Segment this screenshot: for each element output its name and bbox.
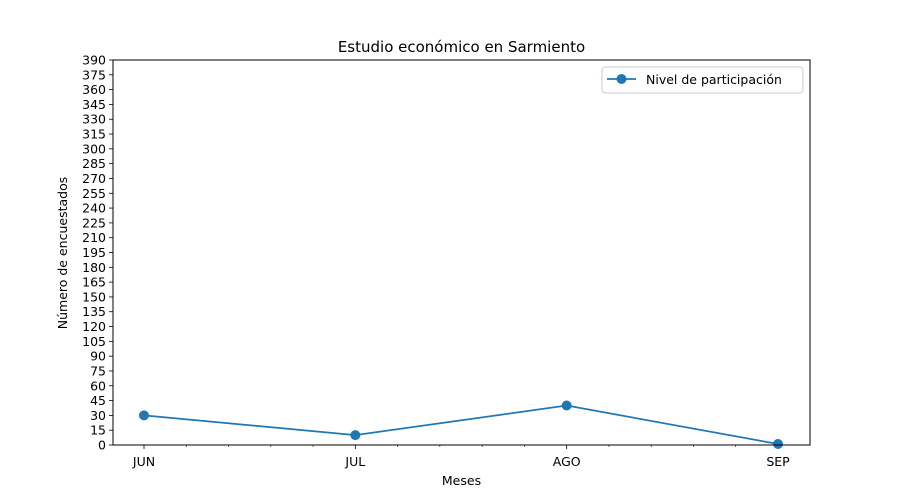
- y-tick-label: 165: [82, 275, 106, 290]
- data-point: [139, 410, 149, 421]
- legend: Nivel de participación: [601, 66, 804, 94]
- y-tick-label: 135: [82, 304, 106, 319]
- x-axis: JUN JUL AGO SEP: [132, 445, 790, 469]
- plot-frame: [112, 59, 811, 446]
- chart-title: Estudio económico en Sarmiento: [338, 38, 585, 56]
- y-tick-label: 0: [98, 438, 106, 453]
- y-tick-label: 315: [82, 127, 106, 142]
- y-tick-label: 360: [82, 82, 106, 97]
- y-tick-label: 255: [82, 186, 106, 201]
- y-tick-label: 90: [90, 349, 106, 364]
- y-tick-label: 105: [82, 334, 106, 349]
- y-tick-label: 210: [82, 230, 106, 245]
- y-tick-label: 240: [82, 201, 106, 216]
- x-axis-label: Meses: [442, 473, 481, 488]
- y-axis: 0153045607590105120135150165180195210225…: [82, 53, 113, 453]
- legend-label: Nivel de participación: [646, 72, 782, 87]
- y-tick-label: 45: [90, 393, 106, 408]
- x-tick-label: SEP: [766, 454, 790, 469]
- data-point: [561, 400, 572, 411]
- y-tick-label: 75: [90, 363, 106, 378]
- y-tick-label: 345: [82, 97, 106, 112]
- y-axis-label: Número de encuestados: [55, 177, 70, 330]
- y-tick-label: 375: [82, 67, 106, 82]
- y-tick-label: 285: [82, 156, 106, 171]
- y-tick-label: 330: [82, 112, 106, 127]
- y-tick-label: 300: [82, 141, 106, 156]
- x-tick-label: JUL: [344, 454, 365, 469]
- y-tick-label: 120: [82, 319, 106, 334]
- y-tick-label: 390: [82, 53, 106, 68]
- y-tick-label: 60: [90, 378, 106, 393]
- y-tick-label: 195: [82, 245, 106, 260]
- x-tick-label: AGO: [553, 454, 581, 469]
- y-tick-label: 225: [82, 215, 106, 230]
- y-tick-label: 15: [90, 423, 106, 438]
- y-tick-label: 270: [82, 171, 106, 186]
- x-tick-label: JUN: [132, 454, 155, 469]
- legend-marker: [616, 74, 627, 84]
- y-tick-label: 150: [82, 289, 106, 304]
- series-layer: [139, 400, 783, 450]
- y-tick-label: 30: [90, 408, 106, 423]
- data-point: [773, 439, 783, 450]
- y-tick-label: 180: [82, 260, 106, 275]
- series-line: [143, 404, 779, 445]
- legend-box: [601, 66, 804, 94]
- data-point: [350, 430, 361, 441]
